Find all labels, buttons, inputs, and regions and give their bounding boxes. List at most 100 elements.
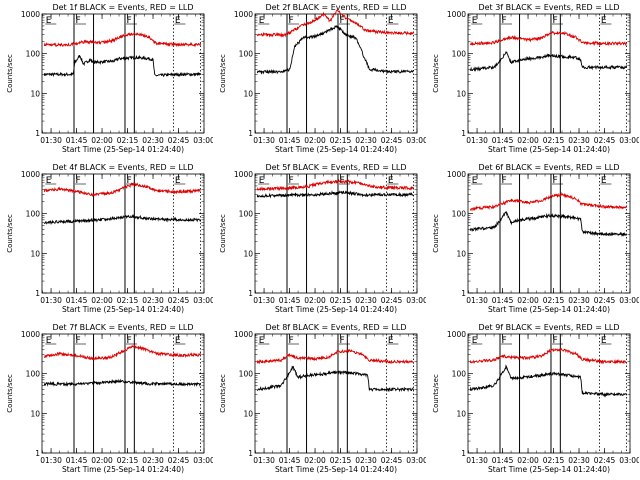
x-tick-label: 01:30 — [466, 296, 488, 305]
x-tick-label: 02:00 — [517, 136, 539, 145]
y-tick-label: 1000 — [447, 330, 466, 339]
y-tick-label: 100 — [452, 210, 467, 219]
y-axis-label: Counts/sec — [6, 374, 14, 413]
y-tick-label: 1000 — [21, 10, 40, 19]
series-line-events — [256, 24, 414, 75]
x-tick-label: 02:00 — [304, 456, 326, 465]
x-tick-label: 01:30 — [40, 136, 62, 145]
y-axis-label: Counts/sec — [6, 54, 14, 93]
x-tick-label: 02:15 — [330, 136, 352, 145]
marker-label: F — [339, 336, 344, 346]
y-tick-label: 100 — [239, 50, 254, 59]
x-tick-label: 02:45 — [594, 296, 616, 305]
x-tick-label: 03:00 — [193, 296, 213, 305]
x-tick-label: 01:30 — [466, 456, 488, 465]
x-tick-label: 02:45 — [594, 456, 616, 465]
x-tick-label: 02:30 — [142, 296, 164, 305]
y-tick-label: 1000 — [21, 170, 40, 179]
marker-label: F — [339, 176, 344, 186]
x-tick-label: 02:45 — [168, 456, 190, 465]
series-line-events — [469, 50, 628, 72]
chart-title: Det 1f BLACK = Events, RED = LLD — [52, 3, 193, 12]
x-tick-label: 03:00 — [619, 456, 639, 465]
marker-label: E — [472, 176, 478, 186]
y-tick-label: 1 — [248, 129, 253, 138]
y-tick-label: 100 — [26, 370, 41, 379]
marker-label: F — [289, 176, 294, 186]
plot-frame — [41, 13, 205, 134]
plot-frame — [41, 333, 205, 454]
chart-panel: Det 5f BLACK = Events, RED = LLD 1 10 100 10… — [219, 163, 426, 314]
x-tick-label: 02:30 — [355, 456, 377, 465]
series-line-events — [43, 54, 201, 78]
y-tick-label: 100 — [239, 370, 254, 379]
x-tick-label: 02:15 — [117, 296, 139, 305]
x-tick-label: 01:45 — [66, 456, 88, 465]
marker-label: E — [388, 336, 394, 346]
x-tick-label: 01:30 — [253, 296, 275, 305]
chart-title: Det 8f BLACK = Events, RED = LLD — [265, 323, 406, 332]
series-line-events — [43, 378, 201, 387]
chart-title: Det 6f BLACK = Events, RED = LLD — [478, 163, 619, 172]
marker-label: E — [259, 16, 265, 26]
marker-label: F — [502, 176, 507, 186]
y-axis-label: Counts/sec — [432, 54, 440, 93]
plot-frame — [254, 333, 418, 454]
chart-title: Det 7f BLACK = Events, RED = LLD — [52, 323, 193, 332]
series-line-lld — [256, 348, 415, 365]
marker-label: F — [502, 16, 507, 26]
chart-panel: Det 3f BLACK = Events, RED = LLD 1 10 100 10… — [432, 3, 639, 154]
chart-panel: Det 9f BLACK = Events, RED = LLD 1 10 100 10… — [432, 323, 639, 474]
x-tick-label: 03:00 — [406, 136, 426, 145]
chart-title: Det 9f BLACK = Events, RED = LLD — [478, 323, 619, 332]
y-tick-label: 10 — [30, 409, 40, 418]
marker-label: F — [552, 336, 557, 346]
x-axis-label: Start Time (25-Sep-14 01:24:40) — [488, 145, 610, 154]
x-tick-label: 02:00 — [304, 296, 326, 305]
y-tick-label: 1000 — [234, 10, 253, 19]
y-tick-label: 1000 — [447, 10, 466, 19]
marker-label: F — [76, 16, 81, 26]
series-line-lld — [43, 32, 202, 48]
x-tick-label: 02:15 — [330, 456, 352, 465]
x-tick-label: 02:30 — [355, 296, 377, 305]
series-line-events — [256, 190, 414, 199]
x-axis-label: Start Time (25-Sep-14 01:24:40) — [275, 305, 397, 314]
y-axis-label: Counts/sec — [219, 374, 227, 413]
x-tick-label: 01:45 — [279, 296, 301, 305]
x-tick-label: 02:30 — [568, 296, 590, 305]
marker-label: F — [552, 16, 557, 26]
marker-label: E — [388, 176, 394, 186]
x-tick-label: 02:30 — [568, 456, 590, 465]
x-tick-label: 02:30 — [142, 136, 164, 145]
marker-label: E — [259, 336, 265, 346]
y-tick-label: 10 — [456, 249, 466, 258]
x-tick-label: 01:45 — [66, 136, 88, 145]
x-tick-label: 01:45 — [279, 456, 301, 465]
x-axis-label: Start Time (25-Sep-14 01:24:40) — [488, 465, 610, 474]
y-tick-label: 1 — [35, 289, 40, 298]
chart-panel: Det 2f BLACK = Events, RED = LLD 1 10 100 10… — [219, 3, 426, 154]
chart-panel: Det 6f BLACK = Events, RED = LLD 1 10 100 10… — [432, 163, 639, 314]
y-tick-label: 1 — [35, 129, 40, 138]
series-line-lld — [256, 8, 415, 38]
marker-label: E — [388, 16, 394, 26]
y-tick-label: 10 — [243, 249, 253, 258]
y-axis-label: Counts/sec — [219, 214, 227, 253]
x-tick-label: 02:00 — [91, 136, 113, 145]
marker-label: F — [502, 336, 507, 346]
y-tick-label: 100 — [239, 210, 254, 219]
series-line-events — [469, 210, 627, 237]
x-tick-label: 02:00 — [91, 296, 113, 305]
y-tick-label: 1 — [248, 289, 253, 298]
y-tick-label: 10 — [243, 409, 253, 418]
x-tick-label: 02:15 — [330, 296, 352, 305]
plot-frame — [467, 333, 631, 454]
plot-frame — [254, 13, 418, 134]
marker-label: F — [126, 336, 131, 346]
series-line-events — [469, 364, 628, 398]
y-tick-label: 10 — [30, 89, 40, 98]
x-tick-label: 02:45 — [381, 456, 403, 465]
y-tick-label: 10 — [456, 89, 466, 98]
x-axis-label: Start Time (25-Sep-14 01:24:40) — [275, 465, 397, 474]
